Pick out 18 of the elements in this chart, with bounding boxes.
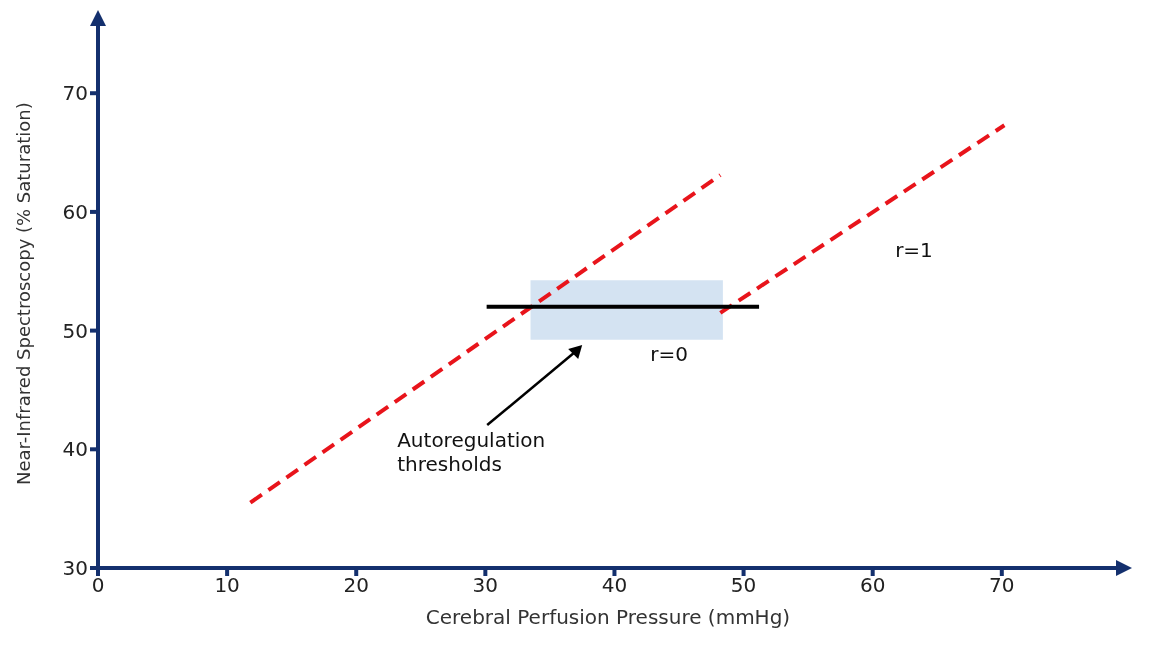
x-tick-label: 20	[343, 573, 369, 598]
annotation: r=1	[895, 237, 933, 262]
x-tick-label: 0	[91, 573, 105, 598]
x-tick-label: 60	[859, 573, 886, 598]
annotation: r=0	[650, 341, 689, 366]
x-tick-label: 40	[601, 573, 628, 598]
x-tick-label: 50	[730, 573, 757, 598]
annotation: Autoregulation thresholds	[397, 428, 546, 477]
y-axis-title: Near-Infrared Spectroscopy (% Saturation)	[13, 102, 35, 485]
y-tick-label: 60	[62, 200, 88, 225]
x-tick-label: 30	[472, 573, 499, 598]
x-tick-label: 10	[214, 573, 240, 598]
y-tick-label: 70	[62, 81, 88, 106]
y-tick-label: 40	[62, 437, 88, 462]
y-tick-label: 30	[62, 556, 88, 581]
x-axis-title: Cerebral Perfusion Pressure (mmHg)	[425, 605, 791, 629]
y-tick-label: 50	[62, 318, 88, 343]
x-tick-label: 70	[989, 573, 1015, 598]
